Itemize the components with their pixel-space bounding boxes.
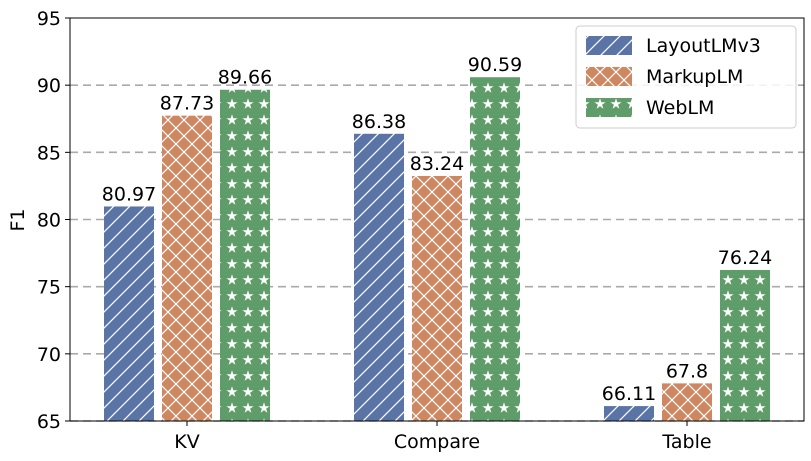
y-tick-label: 65: [37, 411, 61, 433]
data-labels: 80.97 86.38 66.11 87.73 83.24 67.8 89.66 90.59 7…: [102, 54, 772, 405]
bar: [162, 115, 212, 421]
y-tick-label: 85: [37, 142, 61, 164]
x-axis: KV Compare Table: [174, 421, 712, 453]
legend: LayoutLMv3 MarkupLM WebLM: [575, 25, 797, 129]
bar: [104, 206, 154, 421]
bar-value-label: 76.24: [718, 247, 772, 269]
bar-value-label: 87.73: [160, 93, 214, 115]
legend-swatch: [586, 98, 632, 117]
y-axis-title: F1: [7, 208, 29, 231]
bar-value-label: 86.38: [352, 111, 406, 133]
x-tick-label: KV: [174, 431, 199, 453]
bar-value-label: 66.11: [602, 383, 656, 405]
bar: [220, 89, 270, 421]
bar-value-label: 67.8: [666, 360, 708, 382]
legend-label: LayoutLMv3: [646, 35, 761, 57]
y-tick-label: 90: [37, 75, 61, 97]
y-tick-label: 80: [37, 210, 61, 232]
bar: [412, 175, 462, 421]
y-axis: 65 70 75 80 85 90 95: [37, 8, 70, 433]
x-tick-label: Table: [661, 431, 711, 453]
y-tick-label: 75: [37, 277, 61, 299]
legend-swatch: [586, 36, 632, 55]
legend-label: WebLM: [646, 97, 714, 119]
y-tick-label: 70: [37, 344, 61, 366]
y-tick-label: 95: [37, 8, 61, 30]
bar-value-label: 83.24: [410, 153, 464, 175]
bar: [604, 406, 654, 421]
legend-label: MarkupLM: [646, 66, 743, 88]
bar: [662, 383, 712, 421]
legend-swatch: [586, 67, 632, 86]
bar-value-label: 80.97: [102, 183, 156, 205]
x-tick-label: Compare: [394, 431, 480, 453]
bar-value-label: 90.59: [468, 54, 522, 76]
bars: [104, 77, 770, 421]
bar: [354, 133, 404, 421]
bar: [470, 77, 520, 421]
bar: [720, 270, 770, 421]
bar-value-label: 89.66: [218, 67, 272, 89]
